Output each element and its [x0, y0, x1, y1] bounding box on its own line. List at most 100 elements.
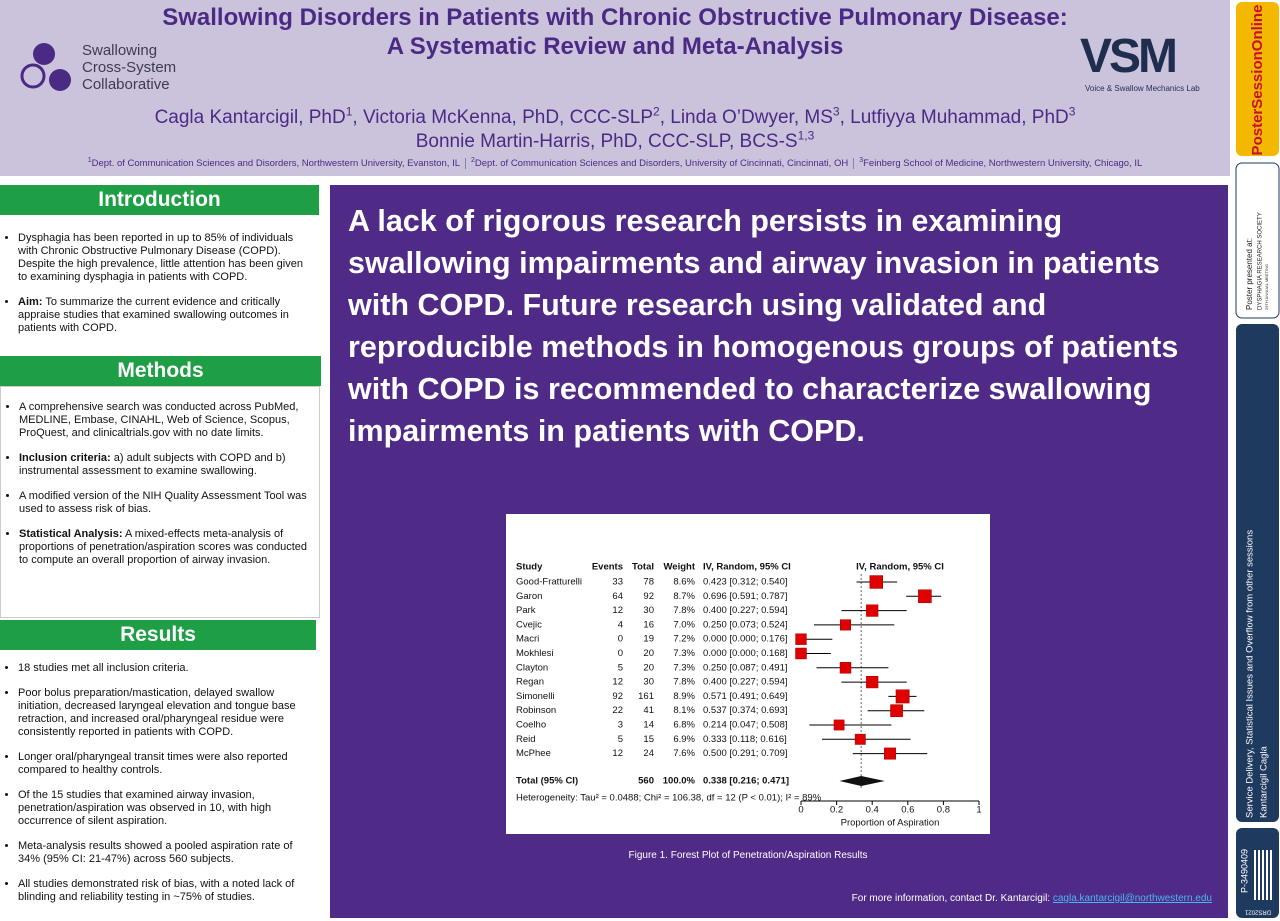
contact-email[interactable]: cagla.kantarcigil@northwestern.edu [1052, 893, 1212, 904]
study-square [854, 733, 866, 745]
author-name: Victoria McKenna, PhD, CCC-SLP [362, 107, 654, 129]
study: Regan [516, 677, 544, 688]
study: Simonelli [516, 691, 555, 702]
ci: 0.000 [0.000; 0.168] [703, 648, 788, 659]
author: Bonnie Martin-Harris, PhD, CCC-SLP, BCS-… [415, 129, 815, 153]
affiliation-text: Dept. of Communication Sciences and Diso… [474, 158, 849, 170]
events: 64 [612, 591, 623, 602]
events: 5 [618, 734, 623, 745]
affiliation-sup: 1 [87, 157, 92, 164]
x-tick-label: 0 [798, 805, 803, 816]
events: 22 [612, 705, 623, 716]
logo-text: Swallowing [82, 42, 158, 59]
weight: 6.8% [673, 720, 695, 731]
total: 161 [638, 691, 654, 702]
bullet-bold: Aim: [18, 296, 43, 308]
total: 30 [643, 605, 654, 616]
study-square [840, 619, 851, 631]
author-sup: 3 [832, 105, 840, 119]
ci: 0.400 [0.227; 0.594] [703, 677, 788, 688]
study: Clayton [516, 662, 548, 673]
total: 20 [643, 662, 654, 673]
bullet-list: Dysphagia has been reported in up to 85%… [0, 232, 318, 335]
total-n: 560 [638, 776, 654, 787]
vsm-caption: Voice & Swallow Mechanics Lab [1085, 84, 1200, 93]
ci: 0.423 [0.312; 0.540] [703, 577, 788, 588]
affiliation-sup: 3 [859, 157, 864, 164]
study: Mokhlesi [516, 648, 554, 659]
bullet-text: A comprehensive search was conducted acr… [19, 401, 299, 439]
header: Swallowing Disorders in Patients with Ch… [0, 0, 1230, 176]
events: 0 [618, 648, 623, 659]
ci: 0.333 [0.118; 0.616] [703, 734, 787, 745]
affiliations: 1 Dept. of Communication Sciences and Dis… [0, 157, 1230, 170]
x-tick-label: 0.4 [866, 805, 879, 816]
weight: 8.9% [673, 691, 695, 702]
title-line: A Systematic Review and Meta-Analysis [386, 33, 844, 60]
barcode [1252, 850, 1274, 900]
author-sup: 2 [653, 105, 660, 119]
ci: 0.250 [0.087; 0.491] [703, 662, 788, 673]
x-tick-label: 0.8 [937, 805, 950, 816]
logo-icon [20, 43, 71, 91]
pooled-diamond [839, 776, 885, 786]
bullet: Dysphagia has been reported in up to 85%… [18, 232, 308, 284]
study: Garon [516, 591, 542, 602]
logo-text: Cross-System [82, 59, 177, 76]
section-title: Methods [0, 356, 321, 386]
section-body: 18 studies met all inclusion criteria. Po… [0, 662, 318, 916]
study-square [833, 719, 845, 731]
author: Kantarcigil Cagla [1259, 745, 1270, 818]
section-title: Results [0, 620, 316, 650]
events: 12 [612, 605, 623, 616]
events: 92 [612, 691, 623, 702]
bullet-text: A modified version of the NIH Quality As… [19, 490, 307, 515]
total: 14 [643, 720, 654, 731]
bullet: Statistical Analysis: A mixed-effects me… [19, 528, 309, 567]
figure-caption: Figure 1. Forest Plot of Penetration/Asp… [628, 850, 868, 861]
author-name: Bonnie Martin-Harris, PhD, CCC-SLP, BCS-… [415, 131, 798, 153]
weight: 7.8% [673, 677, 695, 688]
study-square [795, 633, 807, 645]
bullet: Meta-analysis results showed a pooled as… [18, 840, 308, 866]
heterogeneity: Heterogeneity: Tau² = 0.0488; Chi² = 106… [516, 793, 822, 804]
column-header: Study [516, 562, 543, 573]
author: Victoria McKenna, PhD, CCC-SLP2 [362, 105, 670, 129]
author-sup: 3 [1068, 105, 1076, 119]
contact-text: For more information, contact Dr. Kantar… [851, 893, 1051, 904]
bullet-text: 18 studies met all inclusion criteria. [18, 662, 189, 674]
study: Reid [516, 734, 536, 745]
session: Service Delivery, Statistical Issues and… [1245, 530, 1256, 818]
x-tick-label: 0.6 [901, 805, 914, 816]
bullet: 18 studies met all inclusion criteria. [18, 662, 308, 675]
total: 92 [643, 591, 654, 602]
affiliation: 3Feinberg School of Medicine, Northweste… [853, 157, 1148, 170]
bullet-bold: Statistical Analysis: [19, 528, 123, 540]
authors-line: Bonnie Martin-Harris, PhD, CCC-SLP, BCS-… [0, 124, 1230, 154]
section-body: Dysphagia has been reported in up to 85%… [0, 232, 318, 347]
contact: For more information, contact Dr. Kantar… [852, 893, 1212, 904]
bullet-text: Dysphagia has been reported in up to 85%… [18, 232, 303, 283]
total: 24 [643, 748, 654, 759]
ci: 0.537 [0.374; 0.693] [703, 705, 788, 716]
affiliation-text: Feinberg School of Medicine, Northwester… [863, 158, 1143, 170]
events: 0 [618, 634, 623, 645]
ci: 0.571 [0.491; 0.649] [703, 691, 788, 702]
weight: 8.6% [673, 577, 695, 588]
society: DYSPHAGIA RESEARCH SOCIETY [1258, 212, 1264, 310]
total: 20 [643, 648, 654, 659]
weight: 7.2% [673, 634, 695, 645]
session-box [1236, 324, 1279, 822]
total-weight: 100.0% [663, 776, 696, 787]
brand-box [1236, 2, 1279, 156]
bullet-text: Poor bolus preparation/mastication, dela… [18, 687, 296, 738]
events: 12 [612, 748, 623, 759]
total-label: Total (95% CI) [516, 776, 578, 787]
author-name: Cagla Kantarcigil, PhD [154, 107, 346, 129]
study: Park [516, 605, 536, 616]
weight: 7.3% [673, 648, 695, 659]
vsm-logo: VSM [1080, 30, 1178, 83]
study: Cvejic [516, 619, 542, 630]
ci: 0.696 [0.591; 0.787] [703, 591, 788, 602]
figure: Study Events Total Weight IV, Random, 95% CI… [506, 514, 990, 834]
